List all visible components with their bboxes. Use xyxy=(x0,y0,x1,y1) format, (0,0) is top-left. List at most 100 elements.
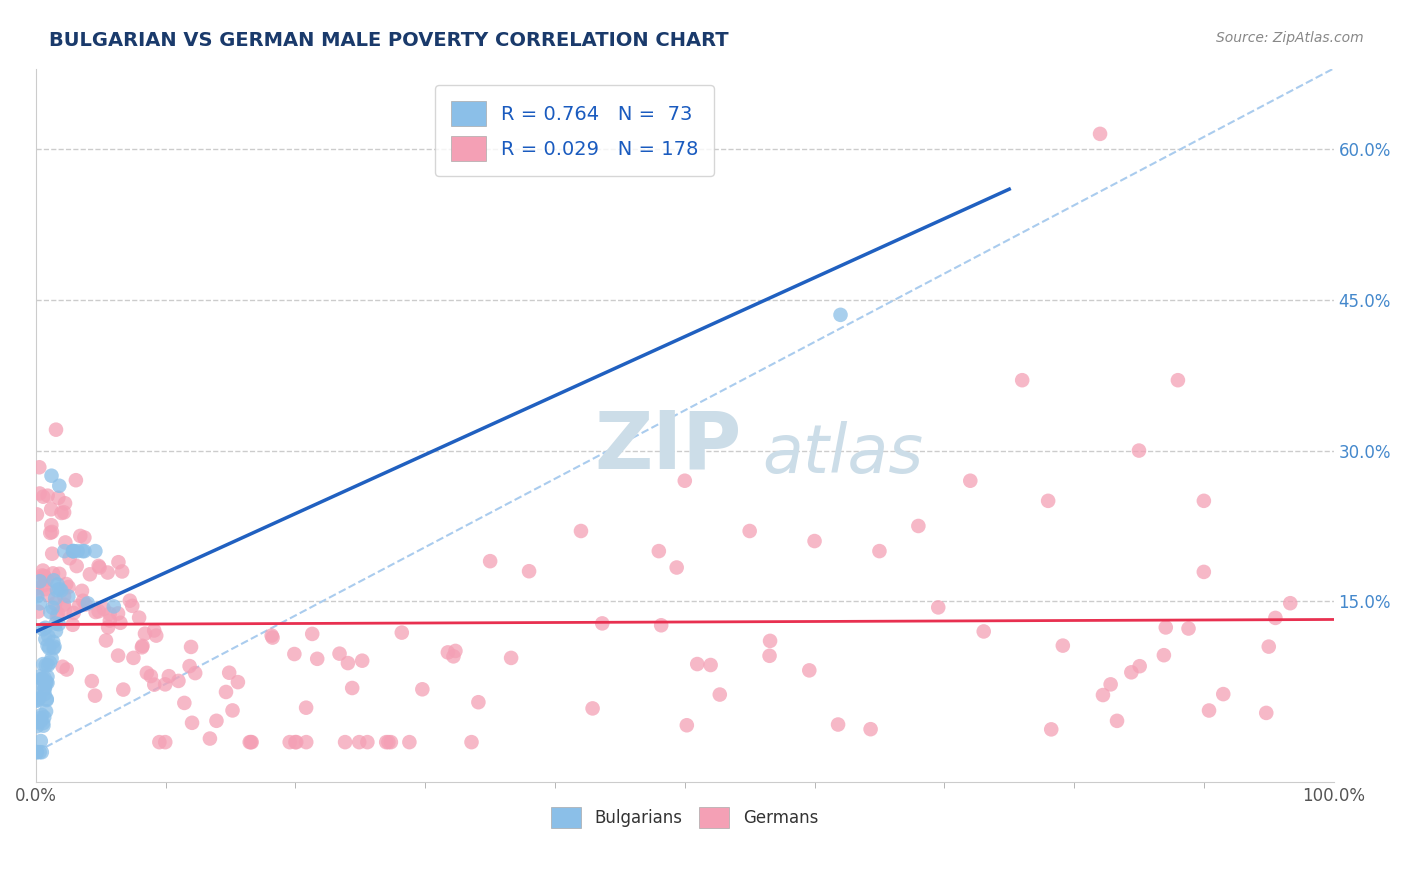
Point xyxy=(89,560,111,574)
Point xyxy=(32,710,55,724)
Point xyxy=(32,716,55,731)
Point xyxy=(25,581,48,595)
Point xyxy=(62,617,84,632)
Point xyxy=(38,641,60,656)
Point xyxy=(53,589,76,603)
Point xyxy=(205,714,228,728)
Point xyxy=(347,735,370,749)
Point xyxy=(398,735,420,749)
Point xyxy=(28,691,51,706)
Point xyxy=(27,693,49,707)
Point xyxy=(53,505,76,519)
Point xyxy=(28,460,51,475)
Point xyxy=(41,524,63,539)
Point xyxy=(569,524,592,538)
Point xyxy=(98,607,121,621)
Point xyxy=(121,599,143,613)
Point xyxy=(35,573,58,587)
Point xyxy=(240,735,263,749)
Point xyxy=(44,597,66,611)
Point xyxy=(98,614,121,628)
Point xyxy=(391,625,413,640)
Point xyxy=(42,635,65,649)
Point xyxy=(28,745,51,759)
Point xyxy=(25,714,48,729)
Point xyxy=(35,692,58,706)
Point xyxy=(128,610,150,624)
Point xyxy=(907,519,929,533)
Point xyxy=(738,524,761,538)
Point xyxy=(34,632,56,646)
Point xyxy=(79,567,101,582)
Point xyxy=(25,694,48,708)
Point xyxy=(110,615,132,630)
Point xyxy=(758,648,780,663)
Point xyxy=(45,609,67,624)
Point xyxy=(1099,677,1122,691)
Point xyxy=(444,644,467,658)
Point xyxy=(97,566,120,580)
Point xyxy=(673,474,696,488)
Point xyxy=(1192,565,1215,579)
Point xyxy=(32,569,55,583)
Point xyxy=(1121,665,1143,680)
Point xyxy=(1192,493,1215,508)
Point xyxy=(51,583,73,598)
Point xyxy=(48,479,70,493)
Point xyxy=(52,659,75,673)
Point xyxy=(48,582,70,596)
Point xyxy=(239,735,262,749)
Point xyxy=(1040,723,1063,737)
Point xyxy=(31,745,53,759)
Point xyxy=(97,620,120,634)
Point xyxy=(239,735,262,749)
Text: BULGARIAN VS GERMAN MALE POVERTY CORRELATION CHART: BULGARIAN VS GERMAN MALE POVERTY CORRELA… xyxy=(49,31,728,50)
Point xyxy=(135,665,157,680)
Point xyxy=(45,616,67,631)
Point xyxy=(333,735,356,749)
Point xyxy=(55,577,77,591)
Point xyxy=(44,640,66,654)
Point xyxy=(39,605,62,619)
Point xyxy=(32,622,55,636)
Point xyxy=(55,663,77,677)
Point xyxy=(37,588,59,602)
Point xyxy=(39,502,62,516)
Point xyxy=(52,598,75,612)
Point xyxy=(32,578,55,592)
Point xyxy=(155,735,177,749)
Point xyxy=(34,621,56,635)
Point xyxy=(28,486,51,500)
Point xyxy=(648,544,671,558)
Point xyxy=(1177,622,1199,636)
Point xyxy=(479,554,502,568)
Point xyxy=(143,624,166,638)
Text: atlas: atlas xyxy=(762,421,924,487)
Point xyxy=(1036,493,1059,508)
Point xyxy=(699,658,721,673)
Point xyxy=(25,587,48,601)
Point xyxy=(830,308,852,322)
Point xyxy=(28,574,51,589)
Point xyxy=(35,693,58,707)
Point xyxy=(28,596,51,610)
Point xyxy=(356,735,378,749)
Point xyxy=(32,719,55,733)
Point xyxy=(221,703,243,717)
Point xyxy=(173,696,195,710)
Point xyxy=(34,687,56,701)
Point xyxy=(41,518,63,533)
Point xyxy=(131,640,153,655)
Point xyxy=(73,544,96,558)
Point xyxy=(1257,640,1279,654)
Point xyxy=(58,580,80,594)
Point xyxy=(28,669,51,683)
Point xyxy=(411,682,433,697)
Point xyxy=(460,735,482,749)
Point xyxy=(84,689,107,703)
Point xyxy=(352,654,374,668)
Point xyxy=(93,601,115,615)
Point xyxy=(42,574,65,588)
Point xyxy=(28,711,51,725)
Point xyxy=(58,590,80,604)
